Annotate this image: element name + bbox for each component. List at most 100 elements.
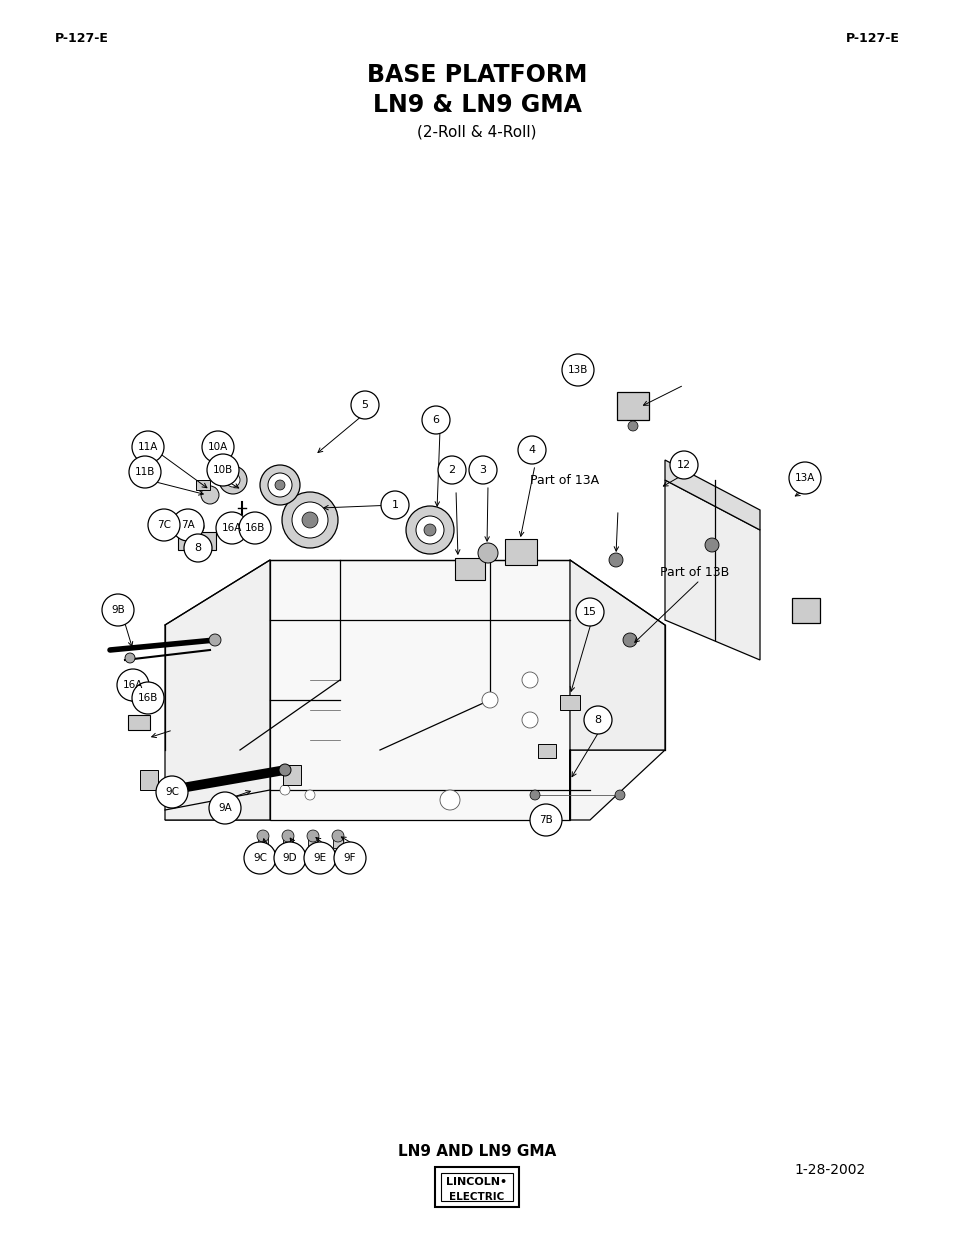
Circle shape (292, 501, 328, 538)
Polygon shape (165, 750, 664, 820)
Text: 9C: 9C (165, 787, 179, 797)
Circle shape (669, 451, 698, 479)
Text: 15: 15 (582, 606, 597, 618)
Circle shape (332, 830, 344, 842)
FancyBboxPatch shape (257, 834, 268, 848)
Circle shape (274, 842, 306, 874)
Circle shape (481, 692, 497, 708)
Text: 10B: 10B (213, 466, 233, 475)
Polygon shape (664, 459, 760, 530)
Circle shape (469, 456, 497, 484)
FancyBboxPatch shape (440, 1173, 513, 1200)
Circle shape (129, 456, 161, 488)
Circle shape (517, 436, 545, 464)
Circle shape (282, 830, 294, 842)
Text: 8: 8 (594, 715, 601, 725)
Circle shape (788, 462, 821, 494)
FancyBboxPatch shape (617, 391, 648, 420)
FancyBboxPatch shape (128, 715, 150, 730)
FancyBboxPatch shape (559, 695, 579, 710)
Text: 11A: 11A (137, 442, 158, 452)
Text: 4: 4 (528, 445, 535, 454)
FancyBboxPatch shape (178, 532, 215, 550)
Circle shape (256, 830, 269, 842)
Circle shape (226, 473, 240, 487)
Text: 13A: 13A (794, 473, 814, 483)
Text: 9D: 9D (282, 853, 297, 863)
Circle shape (278, 764, 291, 776)
Text: 6: 6 (432, 415, 439, 425)
Circle shape (627, 421, 638, 431)
FancyBboxPatch shape (283, 834, 293, 848)
Circle shape (125, 653, 135, 663)
Text: ELECTRIC: ELECTRIC (449, 1192, 504, 1202)
Text: 8: 8 (194, 543, 201, 553)
Circle shape (608, 553, 622, 567)
Text: 1: 1 (391, 500, 398, 510)
Circle shape (521, 713, 537, 727)
Text: 10A: 10A (208, 442, 228, 452)
FancyBboxPatch shape (791, 598, 820, 622)
Text: LN9 AND LN9 GMA: LN9 AND LN9 GMA (397, 1145, 556, 1160)
Circle shape (202, 431, 233, 463)
Text: 9B: 9B (111, 605, 125, 615)
Circle shape (117, 669, 149, 701)
Circle shape (251, 522, 265, 537)
Circle shape (304, 842, 335, 874)
Polygon shape (664, 480, 760, 659)
FancyBboxPatch shape (333, 834, 343, 848)
Circle shape (302, 513, 317, 529)
Circle shape (380, 492, 409, 519)
Circle shape (437, 456, 465, 484)
Text: 5: 5 (361, 400, 368, 410)
Text: 9F: 9F (343, 853, 355, 863)
Circle shape (132, 682, 164, 714)
FancyBboxPatch shape (140, 769, 158, 790)
Text: Part of 13B: Part of 13B (659, 566, 728, 578)
Circle shape (172, 509, 204, 541)
Circle shape (583, 706, 612, 734)
Text: Part of 13A: Part of 13A (530, 473, 598, 487)
Text: 9E: 9E (314, 853, 326, 863)
Circle shape (209, 634, 221, 646)
Text: 16B: 16B (245, 522, 265, 534)
FancyBboxPatch shape (195, 480, 210, 490)
Text: 16A: 16A (222, 522, 242, 534)
Circle shape (280, 785, 290, 795)
Circle shape (477, 543, 497, 563)
Text: LINCOLN•: LINCOLN• (446, 1177, 507, 1187)
Circle shape (162, 782, 178, 798)
Circle shape (215, 513, 248, 543)
FancyBboxPatch shape (537, 743, 556, 758)
Circle shape (423, 524, 436, 536)
Circle shape (416, 516, 443, 543)
Polygon shape (569, 559, 664, 820)
Circle shape (561, 354, 594, 387)
Circle shape (184, 534, 212, 562)
Circle shape (334, 842, 366, 874)
Circle shape (305, 790, 314, 800)
Circle shape (190, 520, 204, 534)
Text: 16A: 16A (123, 680, 143, 690)
Circle shape (406, 506, 454, 555)
Text: P-127-E: P-127-E (55, 32, 109, 44)
Text: 1-28-2002: 1-28-2002 (794, 1163, 864, 1177)
Circle shape (307, 830, 318, 842)
Circle shape (233, 522, 247, 537)
FancyBboxPatch shape (308, 834, 317, 848)
Text: 16B: 16B (137, 693, 158, 703)
Circle shape (274, 480, 285, 490)
FancyBboxPatch shape (504, 538, 537, 564)
Circle shape (530, 804, 561, 836)
Circle shape (439, 790, 459, 810)
Circle shape (148, 509, 180, 541)
Circle shape (128, 688, 142, 701)
Circle shape (268, 473, 292, 496)
Text: 12: 12 (677, 459, 690, 471)
Circle shape (219, 466, 247, 494)
Text: 9A: 9A (218, 803, 232, 813)
FancyBboxPatch shape (283, 764, 301, 785)
Circle shape (615, 790, 624, 800)
Text: LN9 & LN9 GMA: LN9 & LN9 GMA (373, 93, 580, 117)
Circle shape (622, 634, 637, 647)
